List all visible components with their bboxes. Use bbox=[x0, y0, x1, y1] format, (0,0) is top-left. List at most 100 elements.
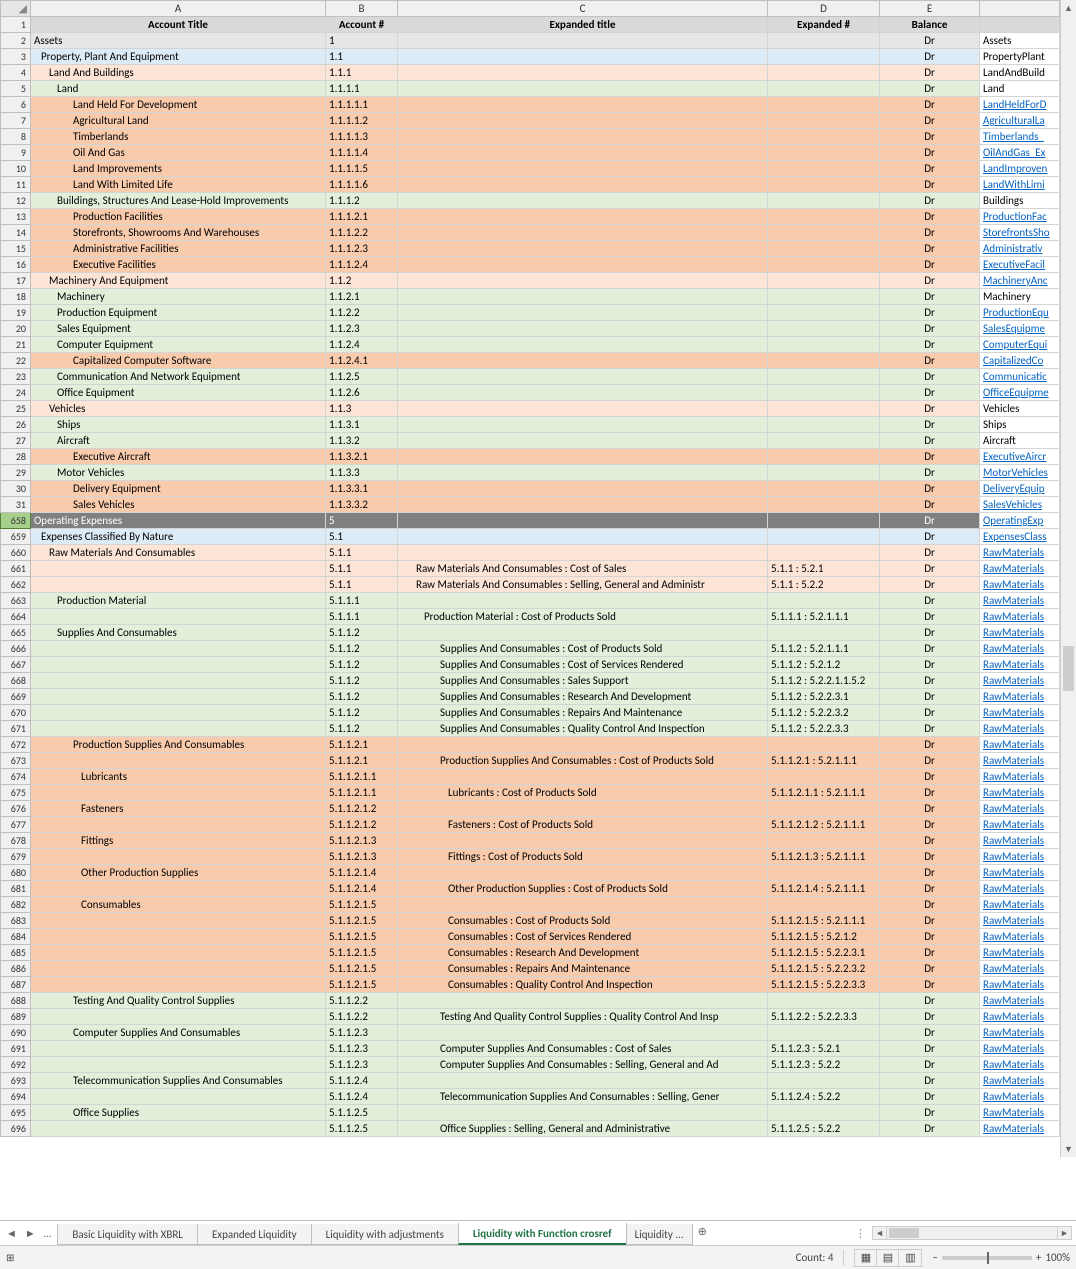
cell[interactable] bbox=[398, 993, 768, 1009]
row-header[interactable]: 663 bbox=[1, 593, 31, 609]
table-row[interactable]: 660Raw Materials And Consumables5.1.1DrR… bbox=[1, 545, 1060, 561]
cell[interactable]: 5.1.1.2.3 bbox=[326, 1025, 398, 1041]
row-header[interactable]: 670 bbox=[1, 705, 31, 721]
cell[interactable]: 1.1.1 bbox=[326, 65, 398, 81]
cell[interactable]: Dr bbox=[880, 97, 980, 113]
row-header[interactable]: 680 bbox=[1, 865, 31, 881]
table-row[interactable]: 6735.1.1.2.1Production Supplies And Cons… bbox=[1, 753, 1060, 769]
row-header[interactable]: 694 bbox=[1, 1089, 31, 1105]
cell[interactable]: 1.1.3.3.2 bbox=[326, 497, 398, 513]
cell[interactable]: 1.1.1.2.1 bbox=[326, 209, 398, 225]
cell[interactable] bbox=[398, 241, 768, 257]
row-header[interactable]: 682 bbox=[1, 897, 31, 913]
cell[interactable]: 5.1.1.2.1 : 5.2.1.1.1 bbox=[768, 753, 880, 769]
cell[interactable]: 5.1 bbox=[326, 529, 398, 545]
cell[interactable]: 1.1.1.1.3 bbox=[326, 129, 398, 145]
cell[interactable]: 5.1.1.2.1.3 bbox=[326, 849, 398, 865]
table-row[interactable]: 6645.1.1.1Production Material : Cost of … bbox=[1, 609, 1060, 625]
sheet-tab[interactable]: Liquidity ... bbox=[626, 1224, 693, 1245]
cell[interactable]: Dr bbox=[880, 177, 980, 193]
cell[interactable]: RawMaterials bbox=[980, 865, 1060, 881]
table-row[interactable]: 663Production Material5.1.1.1DrRawMateri… bbox=[1, 593, 1060, 609]
vertical-scrollbar[interactable]: ▲ ▼ bbox=[1060, 0, 1076, 1157]
cell[interactable]: 5.1.1.1 bbox=[326, 609, 398, 625]
table-row[interactable]: 10Land Improvements1.1.1.1.5DrLandImprov… bbox=[1, 161, 1060, 177]
table-row[interactable]: 25Vehicles1.1.3DrVehicles bbox=[1, 401, 1060, 417]
cell[interactable]: Testing And Quality Control Supplies : Q… bbox=[398, 1009, 768, 1025]
sheet-tab[interactable]: Basic Liquidity with XBRL bbox=[57, 1224, 198, 1245]
cell[interactable]: Dr bbox=[880, 1041, 980, 1057]
row-header[interactable]: 29 bbox=[1, 465, 31, 481]
cell[interactable]: 1.1.3.2.1 bbox=[326, 449, 398, 465]
row-header[interactable]: 4 bbox=[1, 65, 31, 81]
cell[interactable]: Dr bbox=[880, 753, 980, 769]
cell[interactable]: Dr bbox=[880, 369, 980, 385]
cell[interactable]: 5.1.1.2 bbox=[326, 625, 398, 641]
scroll-down-icon[interactable]: ▼ bbox=[1061, 1141, 1076, 1157]
cell[interactable] bbox=[398, 1073, 768, 1089]
cell[interactable] bbox=[768, 1025, 880, 1041]
cell[interactable]: 1.1.1.1.6 bbox=[326, 177, 398, 193]
cell[interactable] bbox=[398, 337, 768, 353]
row-header[interactable]: 692 bbox=[1, 1057, 31, 1073]
table-row[interactable]: 27Aircraft1.1.3.2DrAircraft bbox=[1, 433, 1060, 449]
cell[interactable] bbox=[31, 673, 326, 689]
cell[interactable] bbox=[398, 33, 768, 49]
table-row[interactable]: 28Executive Aircraft1.1.3.2.1DrExecutive… bbox=[1, 449, 1060, 465]
cell[interactable]: 1.1.1.2 bbox=[326, 193, 398, 209]
row-header[interactable]: 688 bbox=[1, 993, 31, 1009]
cell[interactable]: RawMaterials bbox=[980, 1009, 1060, 1025]
row-header[interactable]: 691 bbox=[1, 1041, 31, 1057]
cell[interactable]: Computer Supplies And Consumables : Cost… bbox=[398, 1041, 768, 1057]
cell[interactable]: 5.1.1.2 bbox=[326, 689, 398, 705]
cell[interactable]: Dr bbox=[880, 609, 980, 625]
cell[interactable]: RawMaterials bbox=[980, 609, 1060, 625]
row-header[interactable]: 19 bbox=[1, 305, 31, 321]
cell[interactable]: Supplies And Consumables : Research And … bbox=[398, 689, 768, 705]
table-row[interactable]: 13Production Facilities1.1.1.2.1DrProduc… bbox=[1, 209, 1060, 225]
cell[interactable]: RawMaterials bbox=[980, 657, 1060, 673]
cell[interactable] bbox=[31, 641, 326, 657]
scroll-thumb[interactable] bbox=[1063, 646, 1074, 691]
cell[interactable]: ExecutiveFacil bbox=[980, 257, 1060, 273]
cell[interactable]: RawMaterials bbox=[980, 593, 1060, 609]
cell[interactable]: Dr bbox=[880, 273, 980, 289]
cell[interactable]: Other Production Supplies bbox=[31, 865, 326, 881]
cell[interactable]: Office Supplies bbox=[31, 1105, 326, 1121]
cell[interactable]: Ships bbox=[31, 417, 326, 433]
cell[interactable]: RawMaterials bbox=[980, 561, 1060, 577]
row-header[interactable]: 673 bbox=[1, 753, 31, 769]
cell[interactable] bbox=[398, 305, 768, 321]
cell[interactable]: Production Equipment bbox=[31, 305, 326, 321]
cell[interactable] bbox=[768, 177, 880, 193]
cell[interactable]: 5.1.1 bbox=[326, 545, 398, 561]
cell[interactable]: Communication And Network Equipment bbox=[31, 369, 326, 385]
cell[interactable]: 1.1.3.3.1 bbox=[326, 481, 398, 497]
table-row[interactable]: 20Sales Equipment1.1.2.3DrSalesEquipme bbox=[1, 321, 1060, 337]
cell[interactable]: Administrativ bbox=[980, 241, 1060, 257]
table-row[interactable]: 11Land With Limited Life1.1.1.1.6DrLandW… bbox=[1, 177, 1060, 193]
sheet-tab[interactable]: Expanded Liquidity bbox=[197, 1224, 312, 1245]
cell[interactable]: SalesVehicles bbox=[980, 497, 1060, 513]
cell[interactable]: 5.1.1.2 : 5.2.2.3.1 bbox=[768, 689, 880, 705]
table-row[interactable]: 6915.1.1.2.3Computer Supplies And Consum… bbox=[1, 1041, 1060, 1057]
cell[interactable]: Dr bbox=[880, 849, 980, 865]
cell[interactable]: Computer Equipment bbox=[31, 337, 326, 353]
cell[interactable] bbox=[31, 561, 326, 577]
cell[interactable]: 1.1.2.1 bbox=[326, 289, 398, 305]
cell[interactable]: ExpensesClass bbox=[980, 529, 1060, 545]
row-header[interactable]: 684 bbox=[1, 929, 31, 945]
row-header[interactable]: 674 bbox=[1, 769, 31, 785]
row-header[interactable]: 685 bbox=[1, 945, 31, 961]
cell[interactable]: Dr bbox=[880, 353, 980, 369]
cell[interactable] bbox=[398, 833, 768, 849]
col-header-D[interactable]: D bbox=[768, 1, 880, 17]
row-header[interactable]: 23 bbox=[1, 369, 31, 385]
cell[interactable]: Testing And Quality Control Supplies bbox=[31, 993, 326, 1009]
table-row[interactable]: 4Land And Buildings1.1.1DrLandAndBuild bbox=[1, 65, 1060, 81]
cell[interactable]: Vehicles bbox=[31, 401, 326, 417]
cell[interactable]: RawMaterials bbox=[980, 737, 1060, 753]
cell[interactable] bbox=[768, 593, 880, 609]
row-header[interactable]: 696 bbox=[1, 1121, 31, 1137]
cell[interactable]: LandWithLimi bbox=[980, 177, 1060, 193]
